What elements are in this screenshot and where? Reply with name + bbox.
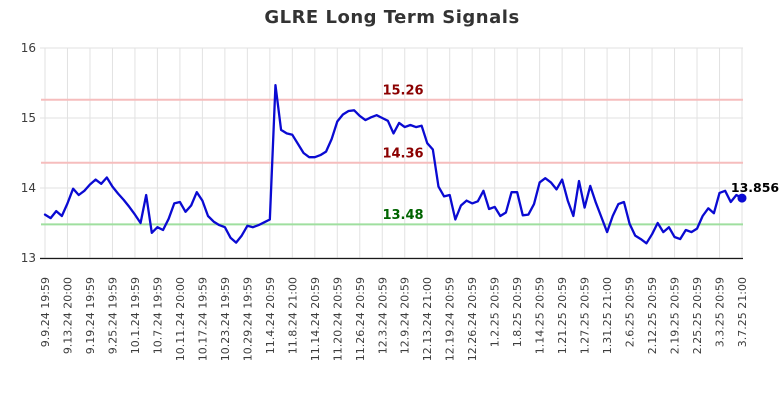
x-axis-tick-label: 2.6.25 20:59: [624, 277, 637, 347]
x-axis-tick-label: 1.21.25 20:59: [556, 277, 569, 354]
x-axis-tick-label: 1.2.25 20:59: [489, 277, 502, 347]
x-axis-tick-label: 11.26.24 20:59: [354, 277, 367, 361]
x-axis-tick-label: 9.13.24 20:00: [61, 277, 74, 354]
x-axis-tick-label: 12.13.24 21:00: [421, 277, 434, 361]
signal-line-label: 15.26: [382, 83, 423, 98]
x-axis-tick-label: 10.17.24 19:59: [196, 277, 209, 361]
x-axis-tick-label: 11.14.24 20:59: [309, 277, 322, 361]
x-axis-tick-label: 9.9.24 19:59: [39, 277, 52, 347]
x-axis-tick-label: 1.8.25 20:59: [511, 277, 524, 347]
x-axis-tick-label: 3.3.25 20:59: [714, 277, 727, 347]
last-price-marker: [737, 193, 747, 203]
x-axis-tick-label: 12.19.24 20:59: [444, 277, 457, 361]
x-axis-tick-label: 2.12.25 20:59: [646, 277, 659, 354]
last-price-label: 13.856: [731, 180, 780, 195]
y-axis-tick-label: 13: [21, 251, 36, 265]
signal-line-label: 14.36: [382, 146, 423, 161]
price-line-series: [43, 83, 744, 245]
x-axis-tick-label: 11.8.24 21:00: [286, 277, 299, 354]
y-axis-tick-label: 15: [21, 111, 36, 125]
y-axis-tick-label: 16: [21, 41, 36, 55]
x-axis-tick-label: 11.20.24 20:59: [331, 277, 344, 361]
x-axis-tick-label: 3.7.25 21:00: [736, 277, 749, 347]
x-axis-tick-label: 10.11.24 20:00: [174, 277, 187, 361]
x-axis-tick-label: 10.23.24 19:59: [219, 277, 232, 361]
x-axis-tick-label: 1.31.25 21:00: [601, 277, 614, 354]
x-axis-tick-label: 9.19.24 19:59: [84, 277, 97, 354]
y-axis-tick-label: 14: [21, 181, 36, 195]
signal-line-label: 13.48: [382, 208, 423, 223]
chart-title: GLRE Long Term Signals: [264, 7, 520, 28]
x-axis-tick-label: 1.27.25 20:59: [579, 277, 592, 354]
x-axis-tick-label: 2.19.25 20:59: [669, 277, 682, 354]
x-axis-tick-label: 10.1.24 19:59: [129, 277, 142, 354]
x-axis-tick-label: 11.4.24 20:59: [264, 277, 277, 354]
x-axis-tick-label: 2.25.25 20:59: [691, 277, 704, 354]
x-axis-tick-label: 10.7.24 19:59: [151, 277, 164, 354]
x-axis-tick-label: 12.9.24 20:59: [399, 277, 412, 354]
x-axis-tick-label: 12.26.24 20:59: [466, 277, 479, 361]
x-axis-tick-label: 10.29.24 19:59: [241, 277, 254, 361]
x-axis-tick-label: 12.3.24 20:59: [376, 277, 389, 354]
x-axis-tick-label: 1.14.25 20:59: [534, 277, 547, 354]
x-axis-tick-label: 9.25.24 19:59: [106, 277, 119, 354]
